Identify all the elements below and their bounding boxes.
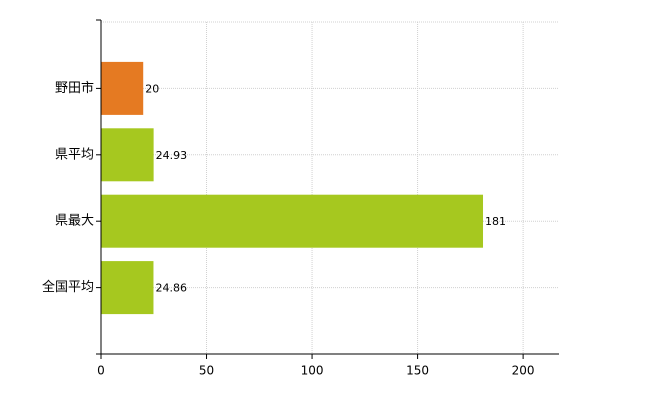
data-label: 181 — [485, 215, 506, 228]
data-label: 24.86 — [155, 282, 187, 295]
bar — [101, 261, 154, 315]
x-tick-label: 50 — [199, 364, 214, 378]
data-label: 24.93 — [156, 149, 188, 162]
x-tick-label: 0 — [97, 364, 105, 378]
x-tick-label: 200 — [512, 364, 535, 378]
y-tick-label: 野田市 — [55, 80, 94, 96]
data-label: 20 — [145, 82, 159, 95]
bar — [101, 128, 154, 182]
y-tick-label: 県最大 — [55, 214, 94, 229]
y-tick-label: 全国平均 — [42, 279, 94, 295]
y-tick-label: 県平均 — [55, 147, 94, 162]
x-tick-label: 100 — [301, 364, 324, 378]
x-tick-label: 150 — [406, 364, 429, 378]
bar — [101, 194, 484, 248]
bar — [101, 61, 144, 115]
